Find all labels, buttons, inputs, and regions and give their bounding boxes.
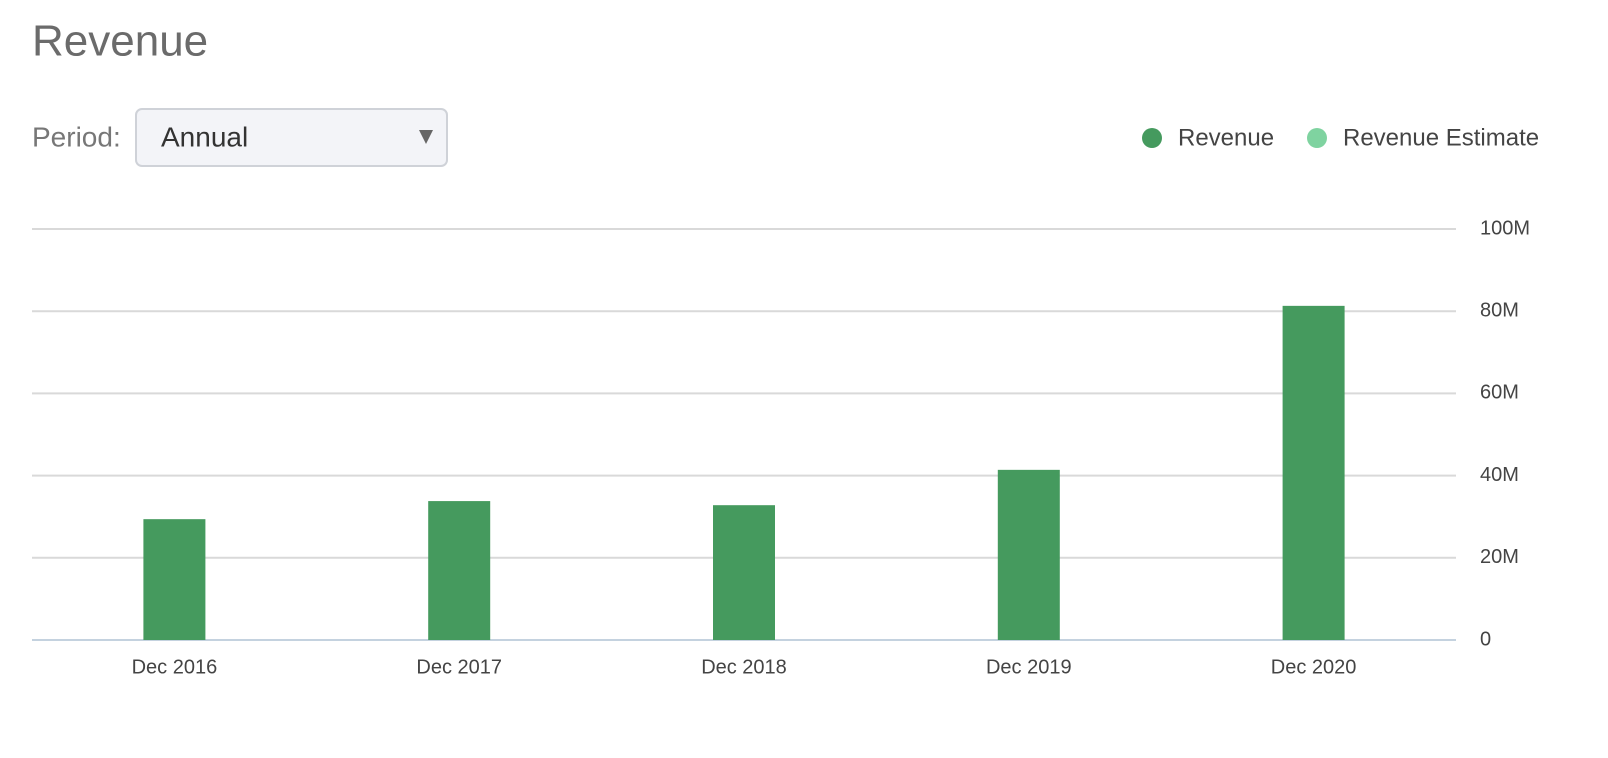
chart-title: Revenue [32,17,208,66]
bar [143,519,206,640]
dropdown-box[interactable] [135,108,448,167]
legend-label: Revenue Estimate [1343,124,1539,151]
y-tick-label: 20M [1480,546,1519,568]
period-label: Period: [32,121,121,152]
legend-swatch [1142,128,1162,148]
legend-label: Revenue [1178,124,1274,151]
x-tick-label: Dec 2019 [986,656,1072,678]
y-tick-label: 60M [1480,382,1519,404]
dropdown-arrow[interactable] [419,130,433,144]
y-tick-label: 100M [1480,217,1530,239]
bar [428,501,491,640]
bar [713,505,775,640]
dropdown-value[interactable]: Annual [161,121,248,152]
bar [997,469,1060,640]
bar [1282,305,1345,640]
legend-swatch [1307,128,1327,148]
y-tick-label: 80M [1480,299,1519,321]
x-tick-label: Dec 2017 [416,656,502,678]
period-dropdown[interactable]: Annual [135,108,448,167]
x-tick-label: Dec 2020 [1271,656,1357,678]
y-tick-label: 40M [1480,464,1519,486]
y-tick-label: 0 [1480,628,1491,650]
x-tick-label: Dec 2016 [132,656,218,678]
x-tick-label: Dec 2018 [701,656,787,678]
